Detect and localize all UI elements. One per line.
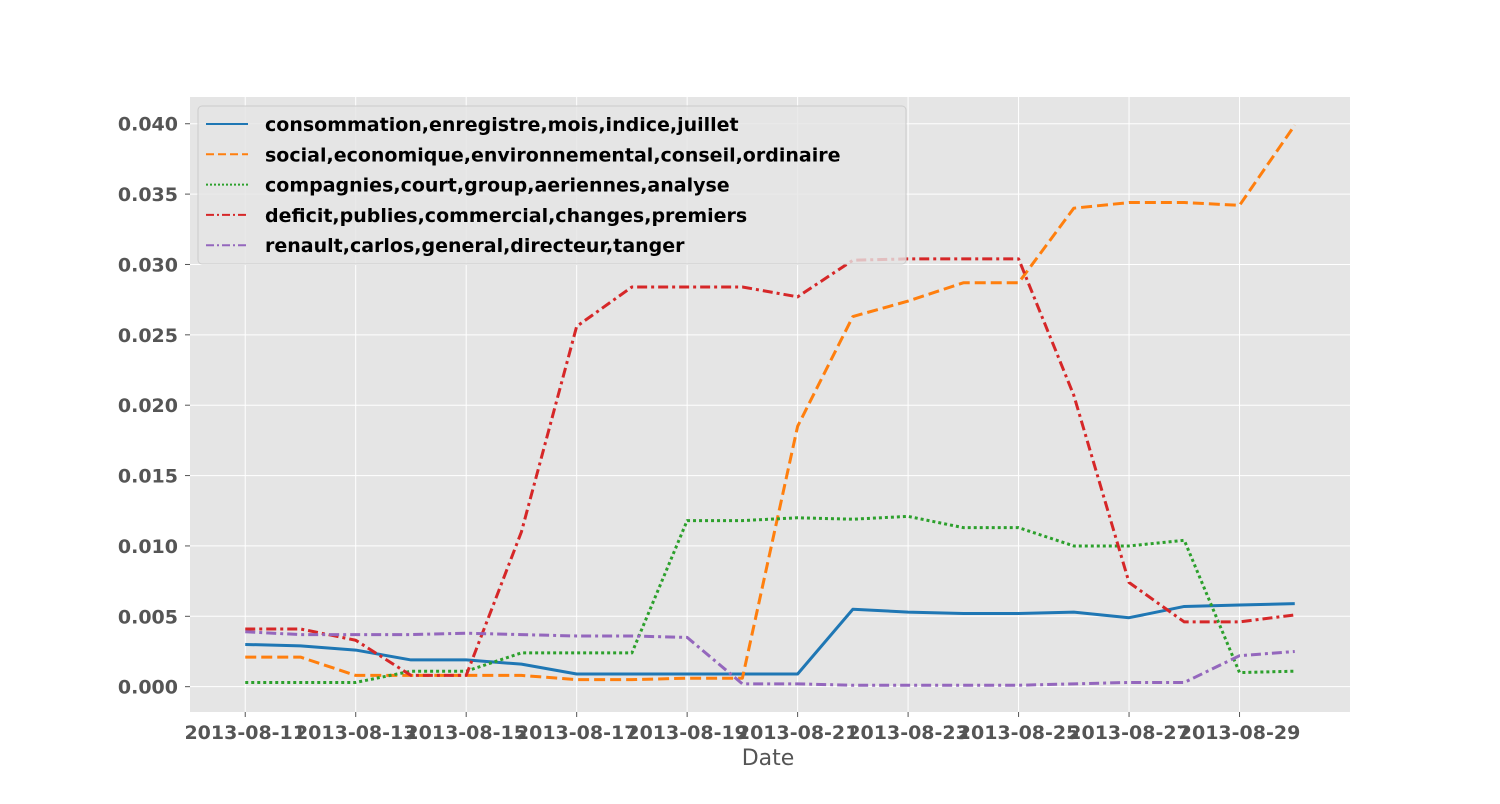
x-tick-label: 2013-08-17: [516, 722, 638, 744]
legend-label-2: social,economique,environnemental,consei…: [265, 144, 840, 166]
x-axis-ticks: 2013-08-112013-08-132013-08-152013-08-17…: [184, 712, 1300, 744]
y-axis-ticks: 0.000 0.005 0.010 0.015 0.020 0.025 0.030 0.035…: [118, 114, 190, 699]
legend-label-4: deficit,publies,commercial,changes,premi…: [265, 205, 747, 227]
y-tick-label: 0.020: [118, 395, 178, 417]
x-tick-label: 2013-08-21: [737, 722, 859, 744]
legend-label-1: consommation,enregistre,mois,indice,juil…: [265, 114, 739, 136]
series-line-5: [245, 630, 1295, 687]
series-lines: [245, 124, 1296, 687]
y-tick-label: 0.030: [118, 254, 178, 276]
legend-label-3: compagnies,court,group,aeriennes,analyse: [265, 175, 730, 197]
x-tick-label: 2013-08-11: [184, 722, 306, 744]
x-tick-label: 2013-08-19: [626, 722, 748, 744]
x-tick-label: 2013-08-27: [1068, 722, 1190, 744]
series-line-1: [245, 602, 1295, 676]
x-tick-label: 2013-08-29: [1179, 722, 1301, 744]
y-tick-label: 0.010: [118, 536, 178, 558]
x-axis-title: Date: [742, 746, 795, 771]
legend-box: [197, 105, 907, 265]
x-tick-label: 2013-08-25: [958, 722, 1080, 744]
y-tick-label: 0.005: [118, 606, 178, 628]
series-line-2: [245, 124, 1296, 682]
y-tick-label: 0.015: [118, 466, 178, 488]
legend-label-5: renault,carlos,general,directeur,tanger: [265, 235, 685, 257]
y-tick-label: 0.035: [118, 184, 178, 206]
x-tick-label: 2013-08-13: [295, 722, 417, 744]
legend: consommation,enregistre,mois,indice,juil…: [197, 105, 907, 265]
y-tick-label: 0.025: [118, 325, 178, 347]
x-tick-label: 2013-08-15: [405, 722, 527, 744]
y-tick-label: 0.040: [118, 114, 178, 136]
x-tick-label: 2013-08-23: [847, 722, 969, 744]
series-line-4: [245, 257, 1295, 677]
series-line-3: [245, 514, 1295, 684]
y-tick-label: 0.000: [118, 677, 178, 699]
